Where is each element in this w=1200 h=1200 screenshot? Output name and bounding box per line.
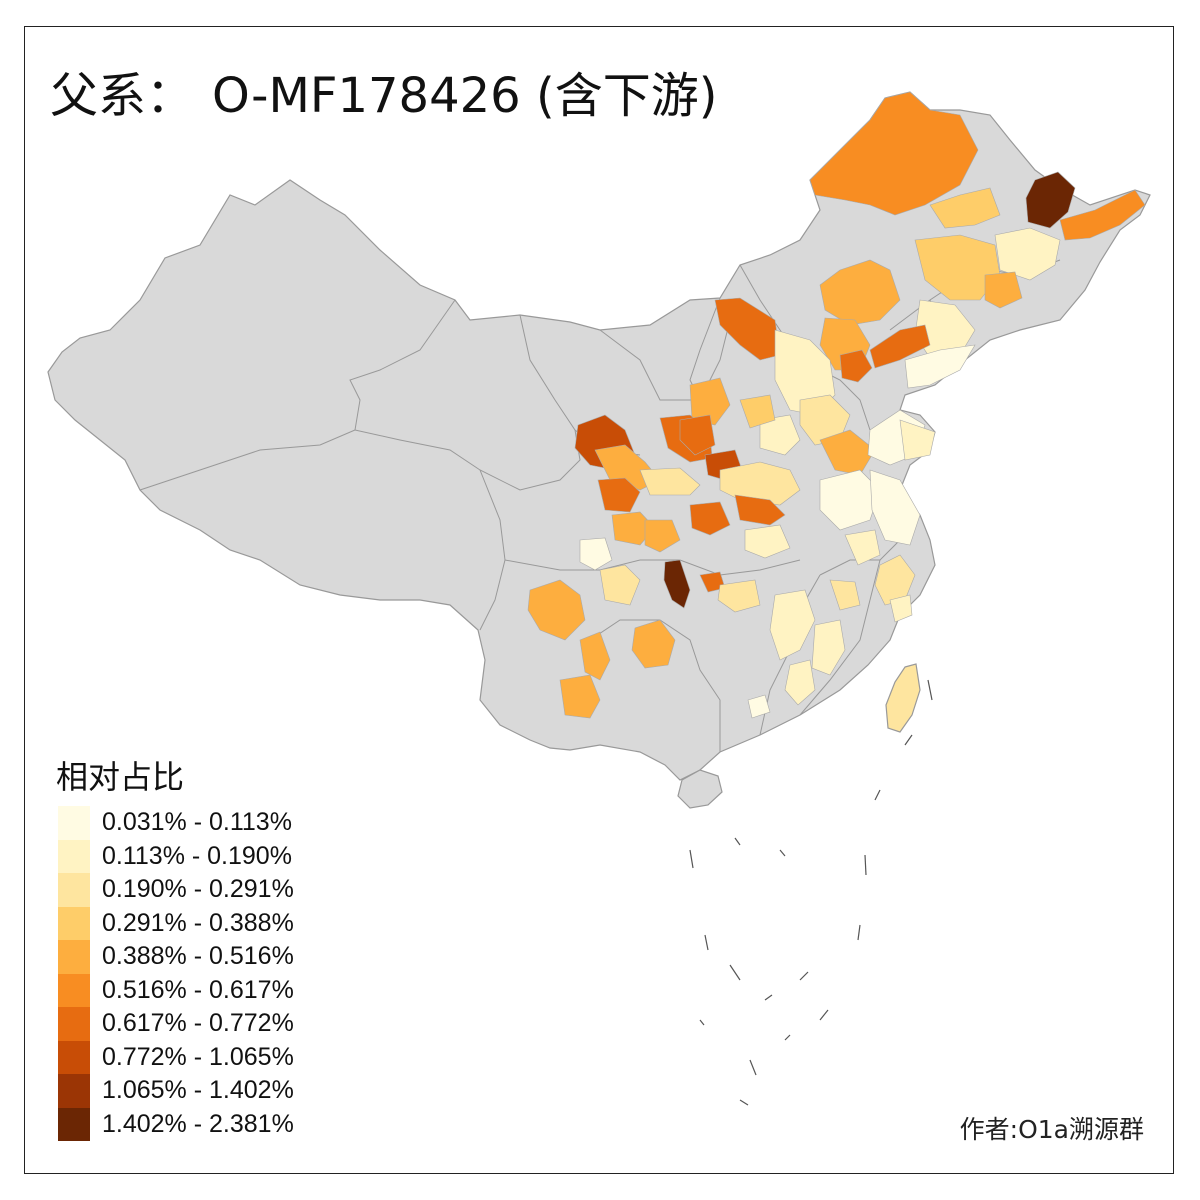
legend-label: 0.113% - 0.190% [102,841,292,870]
legend-swatch [58,1107,90,1141]
region-henan-w [639,467,701,496]
region-shaanxi-n [689,377,731,426]
title-prefix: 父系： [50,68,195,124]
legend-label: 0.190% - 0.291% [102,875,294,904]
region-sichuan-se [663,559,691,609]
region-neimeng-c [819,259,901,326]
region-henan-s [734,494,786,526]
region-jiangxi [811,619,846,676]
hainan-island [677,769,723,809]
legend-title: 相对占比 [56,758,185,796]
title-haplogroup: O-MF178426 (含下游) [212,68,718,124]
region-fujian-n [889,594,913,623]
region-liaoning-bay [869,324,931,369]
legend-item: 0.388% - 0.516% [58,940,294,974]
legend-swatch [58,940,90,974]
region-shanxi-sw [679,414,716,456]
legend-item: 0.772% - 1.065% [58,1040,294,1074]
region-guizhou-c [631,619,676,669]
region-guizhou-n [599,564,641,606]
region-yunnan-c [559,674,601,719]
region-hunan-s [784,659,816,706]
author-credit: 作者:O1a溯源群 [959,1115,1144,1144]
region-sichuan-w [527,579,586,641]
region-hubei-c [744,524,791,559]
region-henan-c [719,461,801,506]
region-nei-e1 [929,187,1001,229]
legend-item: 0.291% - 0.388% [58,906,294,940]
legend-item: 0.113% - 0.190% [58,839,294,873]
legend-item: 1.402% - 2.381% [58,1107,294,1141]
legend-item: 0.031% - 0.113% [58,806,294,840]
region-hubei-w [689,501,731,536]
region-liaoning-s [904,344,976,389]
region-heilongjiang-c [994,227,1061,281]
legend-label: 0.516% - 0.617% [102,975,294,1004]
region-heilongjiang-e [1059,189,1146,241]
region-henan-n [759,414,801,456]
legend-swatch [58,1040,90,1074]
legend-swatch [58,906,90,940]
region-anhui-n [819,469,881,531]
region-hunan-c [769,589,816,661]
legend-label: 1.402% - 2.381% [102,1109,294,1138]
legend-swatch [58,839,90,873]
region-yunnan-n [579,631,611,681]
legend-label: 0.291% - 0.388% [102,908,294,937]
taiwan-island [885,663,921,733]
legend: 0.031% - 0.113% 0.113% - 0.190% 0.190% -… [58,806,294,1141]
legend-swatch [58,873,90,907]
legend-label: 0.031% - 0.113% [102,808,292,837]
map-frame [24,26,1174,1174]
legend-item: 1.065% - 1.402% [58,1074,294,1108]
region-neimeng-w [714,297,781,361]
legend-item: 0.516% - 0.617% [58,973,294,1007]
legend-swatch [58,973,90,1007]
region-chongqing-w [644,519,681,553]
region-shandong-e [899,419,936,461]
region-jiangsu [869,469,921,546]
legend-label: 1.065% - 1.402% [102,1076,294,1105]
choropleth-regions [527,91,1146,719]
south-sea-islands [689,679,933,1106]
region-anhui-s [844,529,881,566]
legend-swatch [58,1074,90,1108]
region-hulunbuir [809,91,979,216]
legend-item: 0.617% - 0.772% [58,1007,294,1041]
legend-label: 0.388% - 0.516% [102,942,294,971]
region-guangxi [747,694,771,719]
region-sichuan-c [579,537,613,571]
region-hunan-w [717,579,761,613]
legend-swatch [58,1007,90,1041]
region-jiangxi-ne [829,579,861,611]
legend-label: 0.617% - 0.772% [102,1009,294,1038]
region-shaanxi-s [597,477,641,513]
region-hebei-s [819,429,876,476]
region-heilongjiang-dark [1025,171,1076,229]
legend-swatch [58,806,90,840]
map-title: 父系： O-MF178426 (含下游) [50,56,717,126]
legend-item: 0.190% - 0.291% [58,873,294,907]
region-beijing [839,349,873,383]
region-shanxi-w [739,394,776,429]
legend-label: 0.772% - 1.065% [102,1042,294,1071]
region-jilin-c [984,271,1023,309]
